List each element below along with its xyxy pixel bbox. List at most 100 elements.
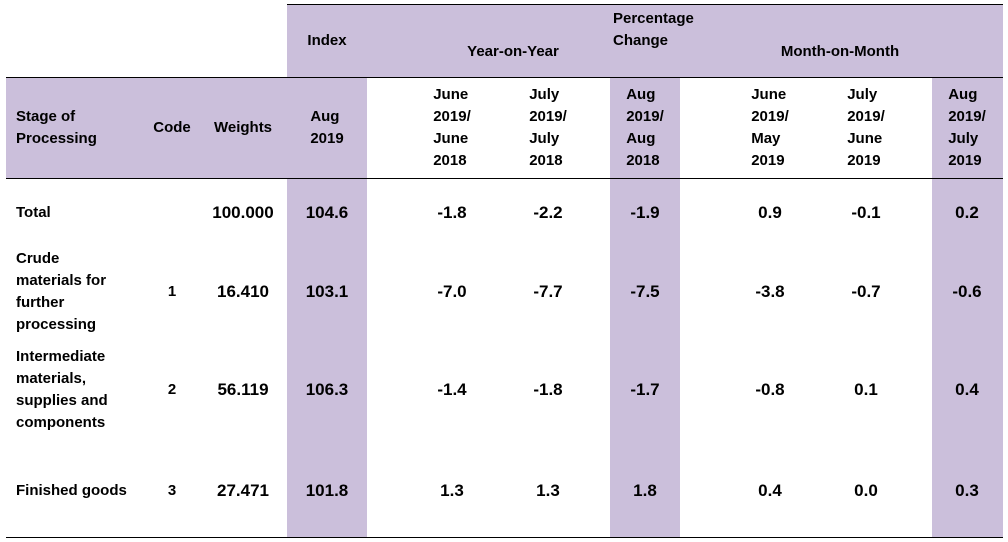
header-band — [6, 77, 367, 178]
weight-cell: 100.000 — [183, 178, 303, 248]
header-text-cell: Month-on-Month — [780, 38, 900, 66]
mom-value-cell: 0.4 — [710, 445, 830, 537]
row-label: Total — [16, 204, 51, 221]
yoy-value: -1.9 — [630, 203, 660, 222]
column-header-cell: June 2019/ June 2018 — [392, 78, 512, 178]
yoy-value: -1.8 — [437, 203, 467, 222]
yoy-value: -7.0 — [437, 281, 467, 301]
mom-value: -0.1 — [851, 203, 881, 222]
column-header-cell: July 2019/ July 2018 — [488, 78, 608, 178]
header-text: Month-on-Month — [780, 43, 900, 60]
header-text-cell: Percentage Change — [613, 10, 733, 49]
yoy-value-cell: -7.0 — [392, 245, 512, 338]
mom-value: 0.2 — [955, 203, 979, 222]
mom-value-cell: 0.3 — [907, 445, 1008, 537]
column-header-cell: Aug 2019 — [267, 78, 387, 178]
index-value: 106.3 — [305, 380, 349, 399]
mom-value-cell: 0.1 — [806, 340, 926, 440]
mom-value-cell: -0.6 — [907, 245, 1008, 338]
yoy-value-cell: 1.3 — [392, 445, 512, 537]
column-header: Aug 2019 — [310, 108, 344, 147]
header-band — [287, 5, 1003, 77]
index-value: 103.1 — [305, 281, 349, 301]
weight-cell: 27.471 — [183, 445, 303, 537]
column-header: Aug 2019/ July 2019 — [948, 86, 986, 169]
yoy-value: -1.4 — [437, 380, 467, 399]
top-rule — [287, 4, 1003, 5]
code: 2 — [167, 381, 177, 398]
index-value-cell: 104.6 — [267, 178, 387, 248]
row-label-cell: Total — [16, 178, 166, 248]
header-text: Percentage Change — [613, 10, 694, 49]
row-label-cell: Intermediate materials, supplies and com… — [16, 340, 166, 440]
row-label: Finished goods — [16, 482, 127, 499]
weight-cell: 56.119 — [183, 340, 303, 440]
column-header-cell: Stage of Processing — [16, 78, 166, 178]
header-text-cell: Index — [267, 5, 387, 77]
yoy-value: -7.5 — [630, 281, 660, 301]
header-rule — [6, 178, 1003, 179]
mom-value: 0.3 — [955, 481, 979, 500]
column-header-cell: June 2019/ May 2019 — [710, 78, 830, 178]
yoy-value: -7.7 — [533, 281, 563, 301]
mom-value-cell: -3.8 — [710, 245, 830, 338]
row-label: Intermediate materials, supplies and com… — [16, 348, 108, 431]
yoy-value: 1.3 — [536, 481, 560, 500]
weight: 100.000 — [212, 203, 274, 222]
mom-value: 0.4 — [758, 481, 782, 500]
weight: 56.119 — [217, 380, 269, 399]
index-value: 104.6 — [305, 203, 349, 222]
column-header: June 2019/ June 2018 — [433, 86, 471, 169]
code-cell: 2 — [112, 340, 232, 440]
yoy-value-cell: -1.4 — [392, 340, 512, 440]
mom-value-cell: 0.4 — [907, 340, 1008, 440]
yoy-value: 1.3 — [440, 481, 464, 500]
yoy-value-cell: -7.5 — [585, 245, 705, 338]
yoy-value-cell: -2.2 — [488, 178, 608, 248]
column-header: Aug 2019/ Aug 2018 — [626, 86, 664, 169]
mom-value-cell: 0.0 — [806, 445, 926, 537]
yoy-value-cell: -7.7 — [488, 245, 608, 338]
mom-value: -3.8 — [755, 281, 785, 301]
yoy-value: -1.7 — [630, 380, 660, 399]
yoy-value-cell: 1.3 — [488, 445, 608, 537]
yoy-value-cell: -1.8 — [488, 340, 608, 440]
yoy-value: 1.8 — [633, 481, 657, 500]
column-header: Stage of Processing — [16, 108, 97, 147]
mom-value-cell: 0.9 — [710, 178, 830, 248]
mom-value-cell: -0.8 — [710, 340, 830, 440]
row-label-cell: Finished goods — [16, 445, 166, 537]
yoy-value: -1.8 — [533, 380, 563, 399]
weight-cell: 16.410 — [183, 245, 303, 338]
index-value: 101.8 — [305, 481, 349, 500]
mom-value-cell: 0.2 — [907, 178, 1008, 248]
column-header-cell: Aug 2019/ July 2019 — [907, 78, 1008, 178]
column-header: July 2019/ July 2018 — [529, 86, 567, 169]
index-value-cell: 106.3 — [267, 340, 387, 440]
code: 1 — [167, 282, 177, 300]
index-value-cell: 101.8 — [267, 445, 387, 537]
yoy-value: -2.2 — [533, 203, 563, 222]
column-header-cell: Aug 2019/ Aug 2018 — [585, 78, 705, 178]
column-header: June 2019/ May 2019 — [751, 86, 789, 169]
weight: 27.471 — [217, 481, 269, 500]
header-rule — [6, 77, 1003, 78]
mom-value: -0.8 — [755, 380, 785, 399]
header-text-cell: Year-on-Year — [453, 38, 573, 66]
yoy-value-cell: -1.8 — [392, 178, 512, 248]
row-label-cell: Crude materials for further processing — [16, 245, 166, 338]
column-header-cell: July 2019/ June 2019 — [806, 78, 926, 178]
column-header-cell: Weights — [183, 78, 303, 178]
header-text: Index — [307, 32, 347, 49]
mom-value: 0.1 — [854, 380, 878, 399]
weight: 16.410 — [217, 281, 269, 301]
yoy-value-cell: 1.8 — [585, 445, 705, 537]
bottom-rule — [6, 537, 1003, 538]
index-column-band — [287, 178, 367, 537]
mom-value: -0.6 — [952, 281, 982, 301]
aug-yoy-band — [610, 77, 680, 537]
header-text: Year-on-Year — [467, 43, 559, 60]
column-header: Code — [153, 119, 191, 136]
row-label: Crude materials for further processing — [16, 249, 107, 333]
